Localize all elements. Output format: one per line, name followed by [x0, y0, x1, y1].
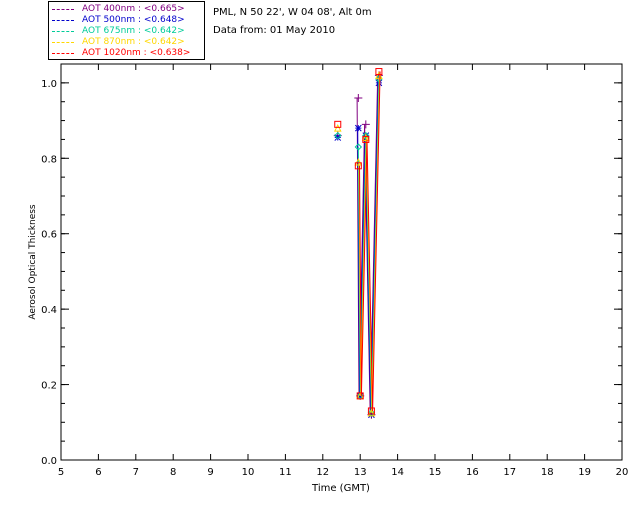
data-point: [354, 157, 363, 166]
data-point: [356, 392, 364, 400]
series-line: [358, 75, 380, 413]
date-info: Data from: 01 May 2010: [213, 25, 336, 36]
legend: AOT 400nm : <0.665> AOT 500nm : <0.648> …: [48, 1, 205, 60]
x-tick-label: 7: [133, 467, 139, 478]
data-point: [361, 120, 370, 129]
x-tick-label: 18: [541, 467, 554, 478]
data-point: [334, 131, 342, 140]
x-tick-label: 17: [503, 467, 516, 478]
data-point: [354, 93, 363, 102]
data-point: [334, 134, 342, 141]
series-line: [357, 79, 380, 413]
y-tick-label: 1.0: [41, 79, 57, 90]
x-tick-label: 13: [354, 467, 367, 478]
data-point: [333, 123, 342, 132]
plot-frame: [60, 63, 623, 461]
series-aot-1020nm: [334, 68, 383, 415]
x-tick-label: 6: [95, 467, 101, 478]
data-point: [375, 68, 383, 76]
legend-label: AOT 870nm : <0.642>: [82, 37, 185, 47]
legend-item-675: AOT 675nm : <0.642>: [49, 26, 204, 37]
legend-swatch: [52, 53, 74, 54]
y-tick-label: 0.4: [41, 305, 57, 316]
legend-label: AOT 675nm : <0.642>: [82, 26, 185, 36]
axis-ticks: 5 6 7 8 9 10 11 12 13 14 15 16 17 18 19 20 0.0 0.2 0.4 0.6 0…: [41, 64, 628, 478]
series-layer: [333, 68, 383, 419]
x-tick-label: 8: [170, 467, 176, 478]
data-point: [354, 162, 362, 170]
data-point: [362, 131, 370, 140]
x-tick-label: 10: [242, 467, 255, 478]
data-point: [368, 411, 375, 419]
x-tick-label: 19: [578, 467, 591, 478]
x-tick-label: 9: [207, 467, 213, 478]
x-tick-label: 14: [391, 467, 404, 478]
data-point: [367, 408, 376, 417]
x-tick-label: 12: [316, 467, 329, 478]
y-tick-label: 0.2: [41, 381, 57, 392]
legend-swatch: [52, 9, 74, 10]
y-tick-label: 0.8: [41, 154, 57, 165]
x-axis-label: Time (GMT): [311, 483, 370, 494]
x-tick-label: 15: [429, 467, 442, 478]
data-point: [354, 124, 362, 132]
legend-item-500: AOT 500nm : <0.648>: [49, 15, 204, 26]
x-tick-label: 20: [616, 467, 629, 478]
x-tick-label: 16: [466, 467, 479, 478]
legend-item-870: AOT 870nm : <0.642>: [49, 37, 204, 48]
legend-label: AOT 1020nm : <0.638>: [82, 48, 191, 58]
x-tick-label: 5: [58, 467, 64, 478]
legend-item-400: AOT 400nm : <0.665>: [49, 4, 204, 15]
x-tick-label: 11: [279, 467, 292, 478]
data-point: [354, 143, 363, 151]
legend-swatch: [52, 42, 74, 43]
legend-item-1020: AOT 1020nm : <0.638>: [49, 48, 204, 59]
series-line: [359, 71, 381, 412]
y-axis-label: Aerosol Optical Thickness: [28, 204, 38, 320]
legend-swatch: [52, 20, 74, 21]
y-tick-label: 0.6: [41, 230, 57, 241]
data-point: [362, 133, 370, 142]
data-point: [367, 407, 375, 415]
legend-swatch: [52, 31, 74, 32]
data-point: [362, 135, 370, 143]
data-point: [334, 120, 342, 128]
y-tick-label: 0.0: [41, 456, 57, 467]
legend-label: AOT 500nm : <0.648>: [82, 15, 185, 25]
legend-label: AOT 400nm : <0.665>: [82, 4, 185, 14]
site-info: PML, N 50 22', W 04 08', Alt 0m: [213, 7, 372, 18]
